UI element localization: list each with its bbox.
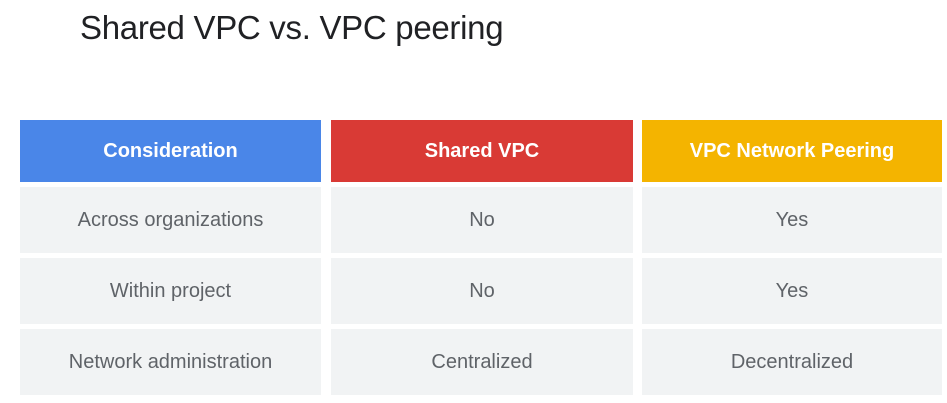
table-header-row: Consideration Shared VPC VPC Network Pee… bbox=[20, 120, 942, 182]
table-row: Network administration Centralized Decen… bbox=[20, 329, 942, 395]
cell-consideration: Within project bbox=[20, 258, 321, 324]
cell-vpc-peering: Decentralized bbox=[642, 329, 942, 395]
header-vpc-network-peering: VPC Network Peering bbox=[642, 120, 942, 182]
cell-shared-vpc: No bbox=[331, 187, 633, 253]
header-consideration: Consideration bbox=[20, 120, 321, 182]
comparison-table: Consideration Shared VPC VPC Network Pee… bbox=[20, 120, 942, 400]
cell-consideration: Across organizations bbox=[20, 187, 321, 253]
cell-consideration: Network administration bbox=[20, 329, 321, 395]
cell-shared-vpc: No bbox=[331, 258, 633, 324]
header-shared-vpc: Shared VPC bbox=[331, 120, 633, 182]
slide-title: Shared VPC vs. VPC peering bbox=[80, 9, 504, 46]
cell-vpc-peering: Yes bbox=[642, 187, 942, 253]
cell-vpc-peering: Yes bbox=[642, 258, 942, 324]
table-row: Across organizations No Yes bbox=[20, 187, 942, 253]
cell-shared-vpc: Centralized bbox=[331, 329, 633, 395]
table-row: Within project No Yes bbox=[20, 258, 942, 324]
